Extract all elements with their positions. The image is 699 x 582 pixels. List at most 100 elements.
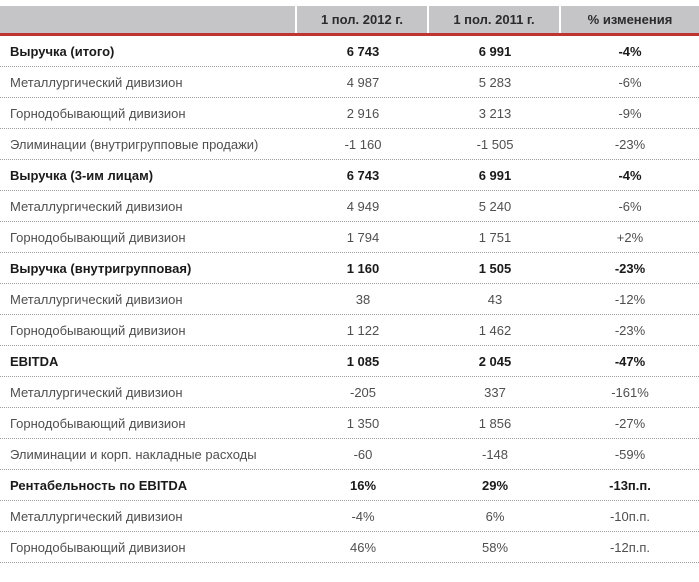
- row-label-text: Выручка (внутригрупповая): [10, 260, 192, 276]
- value-2011: 1 751: [478, 229, 512, 245]
- table-row: EBITDA 1 085 2 045 -47%: [0, 346, 699, 377]
- value-2011: 1 505: [478, 260, 512, 276]
- value-change: -9%: [618, 105, 642, 121]
- value-change: -161%: [611, 384, 649, 400]
- value-2011: 5 240: [478, 198, 512, 214]
- header-cell-2011: 1 пол. 2011 г.: [429, 6, 561, 33]
- row-label-text: Металлургический дивизион: [10, 291, 183, 307]
- row-label-text: Металлургический дивизион: [10, 198, 183, 214]
- row-label: Элиминации и корп. накладные расходы: [0, 447, 297, 462]
- row-label: Металлургический дивизион: [0, 199, 297, 214]
- table-row: Горнодобывающий дивизион 1 122 1 462 -23…: [0, 315, 699, 346]
- value-change: -6%: [618, 74, 642, 90]
- row-label: Металлургический дивизион: [0, 385, 297, 400]
- row-label: Рентабельность по EBITDA: [0, 477, 297, 493]
- value-2011: -148: [481, 446, 509, 462]
- table-row: Металлургический дивизион -4% 6% -10п.п.: [0, 501, 699, 532]
- row-label-text: Выручка (итого): [10, 43, 115, 59]
- value-2012: 1 160: [346, 260, 380, 276]
- table-row: Выручка (итого) 6 743 6 991 -4%: [0, 36, 699, 67]
- value-change: -4%: [618, 43, 642, 59]
- row-label-text: Горнодобывающий дивизион: [10, 229, 186, 245]
- value-2011: 5 283: [478, 74, 512, 90]
- table-row: Элиминации (внутригрупповые продажи) -1 …: [0, 129, 699, 160]
- value-2011: 58%: [481, 539, 509, 555]
- value-2011: 6%: [485, 508, 505, 524]
- value-2012: 38: [355, 291, 371, 307]
- value-2011: 6 991: [478, 43, 512, 59]
- value-2012: 1 085: [346, 353, 380, 369]
- value-2011: 3 213: [478, 105, 512, 121]
- table-row: Горнодобывающий дивизион 1 350 1 856 -27…: [0, 408, 699, 439]
- value-2012: 4 949: [346, 198, 380, 214]
- row-label-text: Элиминации (внутригрупповые продажи): [10, 136, 259, 152]
- value-2012: 46%: [349, 539, 377, 555]
- value-change: -4%: [618, 167, 642, 183]
- header-cell-change: % изменения: [561, 6, 699, 33]
- row-label: Элиминации (внутригрупповые продажи): [0, 137, 297, 152]
- table-row: Рентабельность по EBITDA 16% 29% -13п.п.: [0, 470, 699, 501]
- row-label-text: Горнодобывающий дивизион: [10, 105, 186, 121]
- table-row: Выручка (3-им лицам) 6 743 6 991 -4%: [0, 160, 699, 191]
- row-label: Горнодобывающий дивизион: [0, 416, 297, 431]
- value-change: -47%: [614, 353, 646, 369]
- row-label: Выручка (итого): [0, 44, 297, 59]
- value-2012: 4 987: [346, 74, 380, 90]
- value-2011: 1 462: [478, 322, 512, 338]
- row-label-text: Металлургический дивизион: [10, 74, 183, 90]
- table-row: Выручка (внутригрупповая) 1 160 1 505 -2…: [0, 253, 699, 284]
- row-label-text: Рентабельность по: [10, 477, 139, 493]
- value-2011: 337: [484, 384, 506, 400]
- value-2012: 1 794: [346, 229, 380, 245]
- value-change: -23%: [614, 136, 646, 152]
- ebitda-term-link[interactable]: EBITDA: [138, 477, 188, 493]
- table-row: Элиминации и корп. накладные расходы -60…: [0, 439, 699, 470]
- value-change: +2%: [616, 229, 644, 245]
- row-label: Металлургический дивизион: [0, 75, 297, 90]
- value-2012: -60: [353, 446, 373, 462]
- row-label-text: Горнодобывающий дивизион: [10, 322, 186, 338]
- value-change: -23%: [614, 260, 646, 276]
- value-2012: -1 160: [344, 136, 382, 152]
- value-2012: 16%: [349, 477, 377, 493]
- table-row: Металлургический дивизион -205 337 -161%: [0, 377, 699, 408]
- value-change: -59%: [614, 446, 646, 462]
- row-label-text: Выручка (3-им лицам): [10, 167, 154, 183]
- row-label: EBITDA: [0, 353, 297, 369]
- value-change: -23%: [614, 322, 646, 338]
- row-label-text: Горнодобывающий дивизион: [10, 539, 186, 555]
- table-body: Выручка (итого) 6 743 6 991 -4% Металлур…: [0, 36, 699, 563]
- row-label: Металлургический дивизион: [0, 292, 297, 307]
- value-2012: -205: [349, 384, 377, 400]
- table-row: Горнодобывающий дивизион 1 794 1 751 +2%: [0, 222, 699, 253]
- row-label-text: Горнодобывающий дивизион: [10, 415, 186, 431]
- table-row: Горнодобывающий дивизион 46% 58% -12п.п.: [0, 532, 699, 563]
- value-change: -10п.п.: [609, 508, 651, 524]
- value-2012: 6 743: [346, 167, 380, 183]
- value-change: -13п.п.: [609, 477, 651, 493]
- value-2012: 1 350: [346, 415, 380, 431]
- value-2011: 1 856: [478, 415, 512, 431]
- value-2011: 43: [487, 291, 503, 307]
- row-label: Выручка (3-им лицам): [0, 168, 297, 183]
- financial-results-table: 1 пол. 2012 г. 1 пол. 2011 г. % изменени…: [0, 6, 699, 563]
- row-label: Металлургический дивизион: [0, 509, 297, 524]
- value-change: -27%: [614, 415, 646, 431]
- row-label: Горнодобывающий дивизион: [0, 323, 297, 338]
- table-row: Горнодобывающий дивизион 2 916 3 213 -9%: [0, 98, 699, 129]
- table-row: Металлургический дивизион 38 43 -12%: [0, 284, 699, 315]
- table-header-row: 1 пол. 2012 г. 1 пол. 2011 г. % изменени…: [0, 6, 699, 36]
- row-label: Горнодобывающий дивизион: [0, 106, 297, 121]
- row-label-text: Металлургический дивизион: [10, 508, 183, 524]
- row-label-text: Металлургический дивизион: [10, 384, 183, 400]
- value-change: -6%: [618, 198, 642, 214]
- ebitda-term-link[interactable]: EBITDA: [10, 353, 59, 369]
- value-2012: 2 916: [346, 105, 380, 121]
- header-cell-2012: 1 пол. 2012 г.: [297, 6, 429, 33]
- value-change: -12п.п.: [609, 539, 651, 555]
- header-cell-label: [0, 6, 297, 33]
- row-label: Горнодобывающий дивизион: [0, 540, 297, 555]
- value-2012: -4%: [351, 508, 375, 524]
- value-2012: 6 743: [346, 43, 380, 59]
- row-label-text: Элиминации и корп. накладные расходы: [10, 446, 257, 462]
